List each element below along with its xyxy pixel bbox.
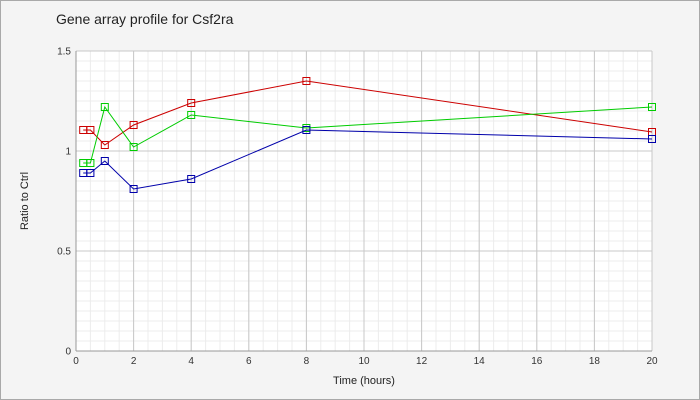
x-tick-label: 16 — [531, 356, 543, 367]
x-tick-label: 10 — [358, 356, 370, 367]
data-point — [86, 126, 95, 134]
x-tick-label: 0 — [73, 356, 79, 367]
data-point — [302, 126, 311, 134]
chart-title: Gene array profile for Csf2ra — [56, 11, 234, 27]
data-point — [648, 135, 656, 143]
data-point — [187, 99, 196, 107]
x-tick-label: 14 — [474, 356, 486, 367]
series-0 — [79, 77, 656, 149]
y-tick-label: 1.5 — [57, 47, 71, 58]
y-tick-label: 0.5 — [57, 247, 71, 258]
data-point — [129, 121, 138, 129]
data-point — [187, 175, 196, 183]
x-tick-label: 6 — [246, 356, 252, 367]
x-tick-label: 2 — [131, 356, 137, 367]
x-tick-label: 4 — [188, 356, 194, 367]
data-point — [100, 141, 109, 149]
y-tick-labels: 0 0.5 1 1.5 — [57, 47, 71, 358]
data-point — [187, 111, 196, 119]
y-axis-label: Ratio to Ctrl — [19, 172, 31, 230]
x-tick-labels: 0 2 4 6 8 10 12 14 16 18 20 — [73, 356, 658, 367]
series-2 — [79, 126, 656, 193]
y-tick-label: 1 — [65, 147, 71, 158]
data-point — [86, 159, 95, 167]
series-line — [83, 129, 653, 190]
axes — [75, 51, 652, 352]
data-point — [129, 143, 138, 151]
series-line — [83, 80, 653, 146]
data-point — [100, 103, 109, 111]
x-tick-label: 8 — [304, 356, 310, 367]
series-layer — [79, 77, 656, 193]
x-tick-label: 18 — [589, 356, 601, 367]
data-point — [86, 169, 95, 177]
x-tick-label: 20 — [646, 356, 658, 367]
x-axis-label: Time (hours) — [333, 375, 395, 387]
x-tick-label: 12 — [416, 356, 428, 367]
series-line — [83, 105, 653, 164]
y-tick-label: 0 — [65, 347, 71, 358]
data-point — [648, 103, 656, 111]
data-point — [129, 185, 138, 193]
data-point — [100, 157, 109, 165]
data-point — [302, 77, 311, 85]
